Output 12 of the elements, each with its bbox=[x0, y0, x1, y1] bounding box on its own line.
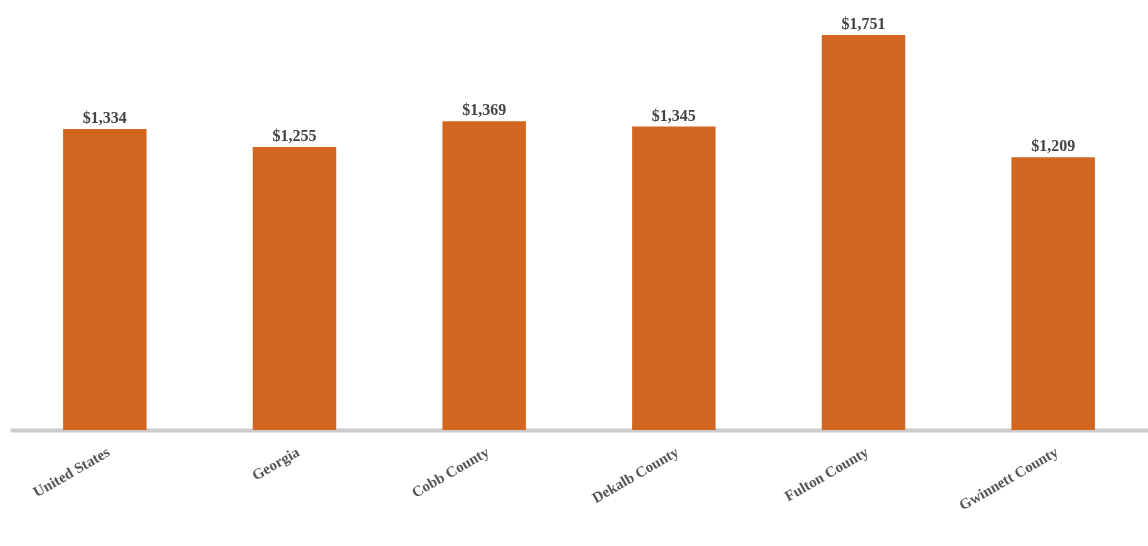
data-label: $1,369 bbox=[462, 101, 507, 119]
bar bbox=[442, 121, 526, 430]
data-label: $1,751 bbox=[841, 15, 886, 32]
bar bbox=[1011, 157, 1095, 430]
data-label: $1,345 bbox=[651, 106, 696, 124]
data-label: $1,255 bbox=[272, 126, 317, 144]
bar bbox=[821, 35, 906, 430]
bar bbox=[252, 146, 337, 430]
bar bbox=[63, 129, 147, 430]
bar bbox=[632, 126, 716, 430]
data-label: $1,209 bbox=[1031, 137, 1076, 155]
data-label: $1,334 bbox=[82, 109, 127, 127]
